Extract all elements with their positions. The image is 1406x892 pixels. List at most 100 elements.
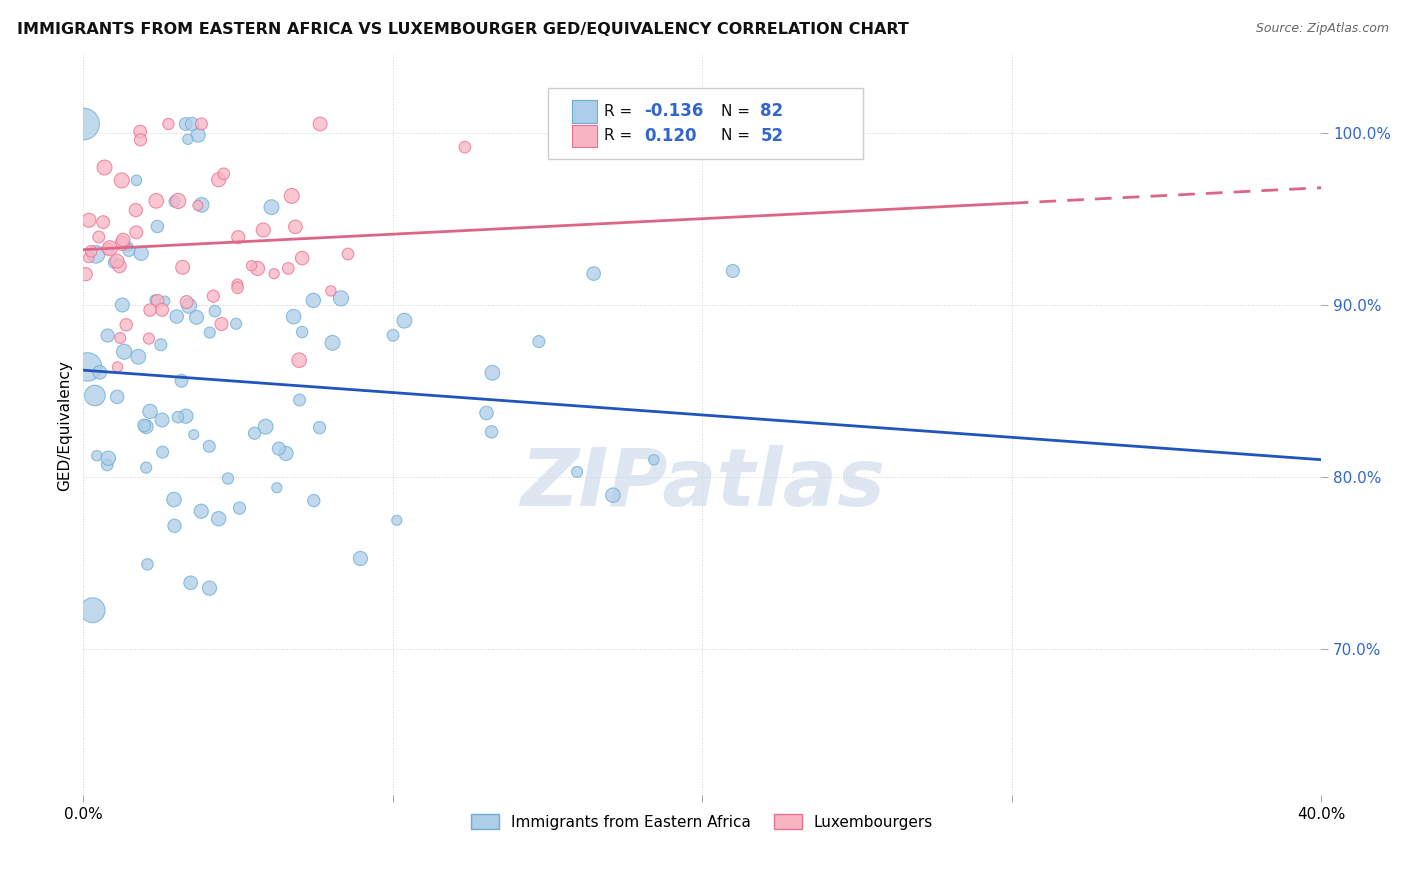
- Point: [112, 344, 135, 359]
- Point: [211, 317, 233, 331]
- Point: [180, 575, 202, 590]
- Point: [602, 488, 624, 502]
- Point: [187, 198, 209, 212]
- Text: R =: R =: [605, 128, 643, 144]
- Point: [129, 246, 152, 260]
- Y-axis label: GED/Equivalency: GED/Equivalency: [58, 359, 72, 491]
- Point: [284, 219, 307, 234]
- Point: [97, 451, 120, 466]
- Point: [187, 128, 209, 142]
- Point: [643, 452, 665, 467]
- Text: Source: ZipAtlas.com: Source: ZipAtlas.com: [1256, 22, 1389, 36]
- Point: [349, 551, 371, 566]
- FancyBboxPatch shape: [547, 88, 863, 159]
- Point: [97, 328, 120, 343]
- Point: [281, 189, 304, 203]
- Point: [302, 493, 325, 508]
- Point: [309, 117, 332, 131]
- Point: [129, 125, 152, 139]
- Point: [225, 317, 247, 331]
- Point: [226, 277, 249, 292]
- Point: [111, 173, 134, 187]
- Point: [321, 335, 343, 350]
- Point: [103, 255, 125, 269]
- Point: [77, 251, 100, 265]
- Point: [149, 337, 172, 351]
- Text: -0.136: -0.136: [644, 103, 703, 120]
- Point: [125, 203, 148, 218]
- Point: [135, 419, 157, 434]
- Point: [217, 471, 239, 485]
- Point: [267, 442, 290, 456]
- Point: [288, 353, 311, 368]
- Point: [174, 409, 197, 424]
- Point: [110, 331, 132, 345]
- Bar: [572, 100, 598, 122]
- Point: [166, 310, 188, 324]
- Point: [385, 513, 408, 527]
- Point: [481, 425, 503, 439]
- Text: R =: R =: [605, 103, 637, 119]
- Point: [481, 366, 503, 380]
- Point: [179, 299, 201, 313]
- Point: [105, 390, 128, 404]
- Point: [527, 334, 550, 349]
- Point: [84, 247, 107, 261]
- Point: [153, 293, 176, 308]
- Point: [277, 261, 299, 276]
- Point: [75, 267, 97, 281]
- Point: [274, 446, 297, 460]
- Point: [105, 254, 128, 268]
- Text: IMMIGRANTS FROM EASTERN AFRICA VS LUXEMBOURGER GED/EQUIVALENCY CORRELATION CHART: IMMIGRANTS FROM EASTERN AFRICA VS LUXEMB…: [17, 22, 908, 37]
- Point: [475, 406, 498, 420]
- Point: [198, 439, 221, 453]
- Point: [263, 267, 285, 281]
- Point: [163, 194, 186, 209]
- Text: N =: N =: [721, 103, 755, 119]
- Point: [260, 200, 283, 214]
- Point: [89, 365, 111, 379]
- Point: [319, 284, 342, 298]
- Point: [129, 133, 152, 147]
- Point: [337, 247, 360, 261]
- Point: [202, 289, 225, 303]
- Point: [96, 458, 118, 472]
- Point: [117, 239, 139, 253]
- Point: [111, 298, 134, 312]
- Point: [83, 388, 105, 402]
- Point: [163, 518, 186, 533]
- Point: [97, 242, 120, 256]
- Point: [208, 512, 231, 526]
- Point: [181, 117, 204, 131]
- Point: [125, 173, 148, 187]
- Point: [107, 359, 129, 374]
- Text: 82: 82: [761, 103, 783, 120]
- Text: ZIPatlas: ZIPatlas: [520, 445, 884, 524]
- Point: [266, 481, 288, 495]
- Point: [174, 117, 197, 131]
- Point: [108, 259, 131, 273]
- Point: [228, 501, 250, 516]
- Point: [157, 117, 180, 131]
- Point: [170, 374, 193, 388]
- Point: [565, 465, 588, 479]
- Point: [198, 581, 221, 595]
- Point: [254, 419, 277, 434]
- Point: [190, 117, 212, 131]
- Point: [143, 293, 166, 307]
- Point: [145, 194, 167, 208]
- Point: [152, 445, 174, 459]
- Text: 52: 52: [761, 127, 783, 145]
- Point: [177, 132, 200, 146]
- Point: [98, 241, 121, 255]
- Point: [190, 504, 212, 518]
- Point: [167, 410, 190, 425]
- Point: [118, 244, 141, 258]
- Point: [80, 244, 103, 259]
- Bar: [572, 125, 598, 147]
- Point: [112, 233, 135, 247]
- Point: [82, 603, 104, 617]
- Point: [582, 267, 605, 281]
- Point: [111, 236, 134, 251]
- Point: [93, 161, 115, 175]
